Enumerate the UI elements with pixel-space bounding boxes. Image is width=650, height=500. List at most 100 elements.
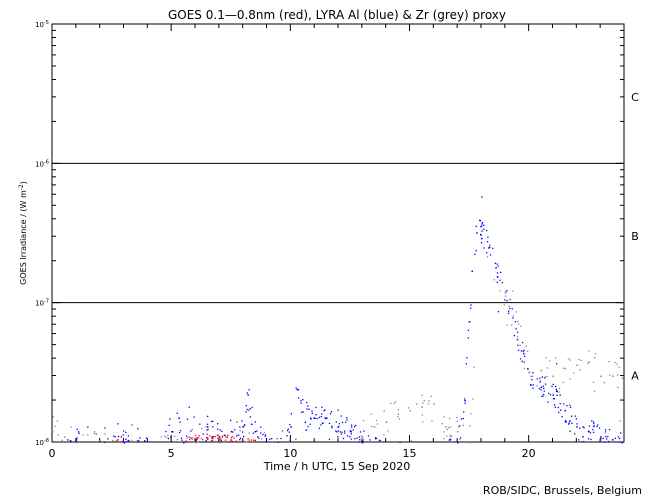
data-point bbox=[494, 262, 497, 265]
data-point bbox=[245, 441, 248, 443]
data-point bbox=[552, 398, 555, 400]
data-point bbox=[234, 429, 236, 431]
data-point bbox=[195, 440, 197, 442]
data-point bbox=[540, 389, 542, 391]
data-point bbox=[374, 437, 377, 439]
data-point bbox=[564, 421, 567, 423]
data-point bbox=[422, 421, 424, 423]
data-point bbox=[169, 418, 171, 420]
data-point bbox=[458, 425, 461, 427]
data-point bbox=[196, 438, 198, 440]
data-point bbox=[206, 438, 209, 440]
data-point bbox=[145, 437, 148, 439]
data-point bbox=[398, 418, 401, 420]
data-point bbox=[487, 236, 489, 238]
data-point bbox=[569, 404, 571, 407]
data-point bbox=[449, 426, 452, 428]
data-point bbox=[116, 439, 118, 441]
data-point bbox=[219, 429, 221, 431]
data-point bbox=[562, 381, 564, 384]
data-point bbox=[194, 439, 196, 441]
data-point bbox=[344, 432, 346, 434]
data-point bbox=[616, 363, 618, 365]
data-point bbox=[544, 383, 547, 385]
data-point bbox=[517, 320, 519, 323]
data-point bbox=[297, 397, 300, 399]
data-point bbox=[171, 430, 173, 433]
data-point bbox=[499, 290, 501, 292]
data-point bbox=[195, 442, 197, 444]
data-point bbox=[63, 436, 66, 438]
data-point bbox=[619, 420, 621, 422]
data-point bbox=[206, 426, 209, 428]
data-point bbox=[618, 437, 621, 440]
data-point bbox=[457, 430, 459, 433]
data-point bbox=[621, 442, 624, 444]
x-tick-label: 10 bbox=[283, 447, 297, 460]
data-point bbox=[206, 423, 209, 425]
data-point bbox=[470, 304, 472, 306]
data-point bbox=[514, 321, 517, 323]
data-point bbox=[563, 403, 565, 405]
data-point bbox=[603, 381, 605, 384]
y-tick-label-exp: -6 bbox=[44, 159, 49, 165]
data-point bbox=[328, 422, 331, 425]
data-point bbox=[248, 440, 250, 442]
class-label-C: C bbox=[631, 91, 639, 104]
class-label-B: B bbox=[631, 230, 639, 243]
data-point bbox=[169, 436, 172, 438]
data-point bbox=[232, 431, 234, 433]
data-point bbox=[52, 416, 54, 418]
data-point bbox=[115, 440, 117, 443]
data-point bbox=[456, 420, 458, 423]
data-point bbox=[248, 409, 250, 411]
data-point bbox=[516, 336, 519, 338]
data-point bbox=[239, 439, 241, 441]
data-point bbox=[574, 433, 576, 435]
data-point bbox=[511, 324, 513, 326]
data-point bbox=[356, 437, 358, 439]
data-point bbox=[390, 402, 392, 405]
data-point bbox=[306, 401, 308, 404]
data-point bbox=[239, 429, 241, 432]
data-point bbox=[352, 429, 354, 431]
data-point bbox=[346, 435, 349, 437]
data-point bbox=[545, 357, 547, 359]
data-point bbox=[176, 438, 178, 441]
data-point bbox=[289, 439, 291, 442]
data-point bbox=[409, 409, 411, 412]
data-point bbox=[188, 406, 190, 408]
data-point bbox=[519, 344, 521, 346]
data-point bbox=[505, 295, 507, 297]
data-point bbox=[503, 304, 505, 306]
data-point bbox=[218, 442, 221, 444]
data-point bbox=[620, 432, 622, 434]
y-tick-label-exp: -5 bbox=[44, 20, 49, 26]
data-point bbox=[78, 432, 80, 434]
data-point bbox=[559, 394, 561, 396]
data-point bbox=[538, 387, 540, 390]
data-point bbox=[125, 441, 127, 443]
data-point bbox=[54, 425, 56, 427]
data-point bbox=[87, 434, 89, 436]
data-point bbox=[248, 432, 250, 434]
data-point bbox=[464, 400, 466, 402]
data-point bbox=[236, 435, 238, 438]
data-point bbox=[296, 388, 298, 391]
data-point bbox=[506, 290, 508, 292]
data-point bbox=[567, 358, 570, 360]
data-point bbox=[408, 407, 410, 409]
data-point bbox=[600, 375, 602, 378]
data-point bbox=[427, 403, 430, 405]
data-point bbox=[579, 369, 581, 371]
data-point bbox=[497, 265, 499, 267]
data-point bbox=[525, 345, 527, 347]
data-point bbox=[559, 409, 562, 411]
data-point bbox=[241, 431, 244, 433]
data-point bbox=[374, 438, 377, 440]
data-point bbox=[468, 425, 471, 427]
data-point bbox=[410, 440, 413, 442]
data-point bbox=[605, 435, 607, 438]
data-point bbox=[593, 422, 595, 425]
data-point bbox=[448, 439, 450, 441]
